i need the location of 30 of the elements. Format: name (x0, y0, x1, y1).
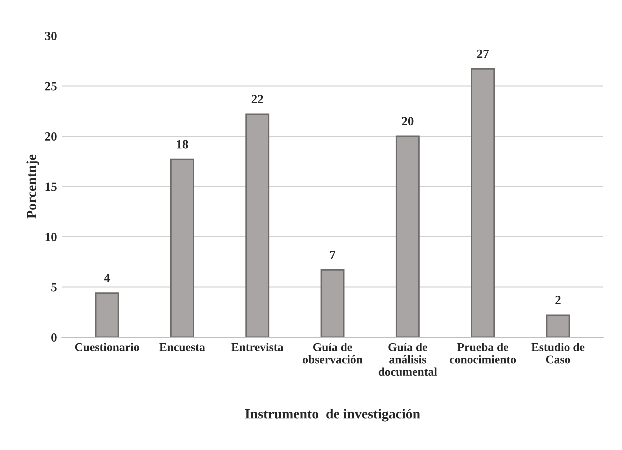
data-label: 27 (477, 50, 490, 58)
y-tick-label: 15 (46, 182, 57, 192)
bar (246, 114, 270, 338)
y-tick-label: 25 (45, 82, 57, 91)
data-label: 2 (556, 296, 561, 304)
data-label: 4 (104, 274, 110, 282)
x-tick-label: Encuesta (160, 344, 206, 352)
x-tick-label: Prueba de conocimiento (450, 343, 516, 364)
bar (471, 68, 496, 338)
y-tick-label: 10 (46, 233, 57, 242)
y-tick-label: 30 (45, 32, 57, 40)
x-tick-label: Entrevista (232, 343, 284, 352)
data-label: 7 (330, 250, 336, 260)
x-tick-label: Estudio de Caso (532, 343, 585, 364)
y-tick-label: 5 (52, 283, 57, 292)
y-tick-label: 0 (52, 334, 57, 342)
bar (320, 269, 345, 338)
x-tick-label: Guía de observación (303, 343, 363, 364)
data-label: 20 (402, 117, 414, 126)
x-axis-title: Instrumento de investigación (245, 409, 420, 422)
data-label: 22 (252, 95, 264, 104)
x-tick-label: Guía de análisis documental (378, 343, 438, 376)
bar (396, 136, 420, 338)
data-label: 18 (177, 140, 188, 149)
bar (170, 158, 194, 338)
bar (546, 314, 570, 338)
x-tick-label: Cuestionario (75, 343, 140, 352)
y-axis-title: Porcentnje (26, 154, 40, 219)
y-tick-label: 20 (45, 132, 57, 141)
bar (95, 292, 120, 338)
